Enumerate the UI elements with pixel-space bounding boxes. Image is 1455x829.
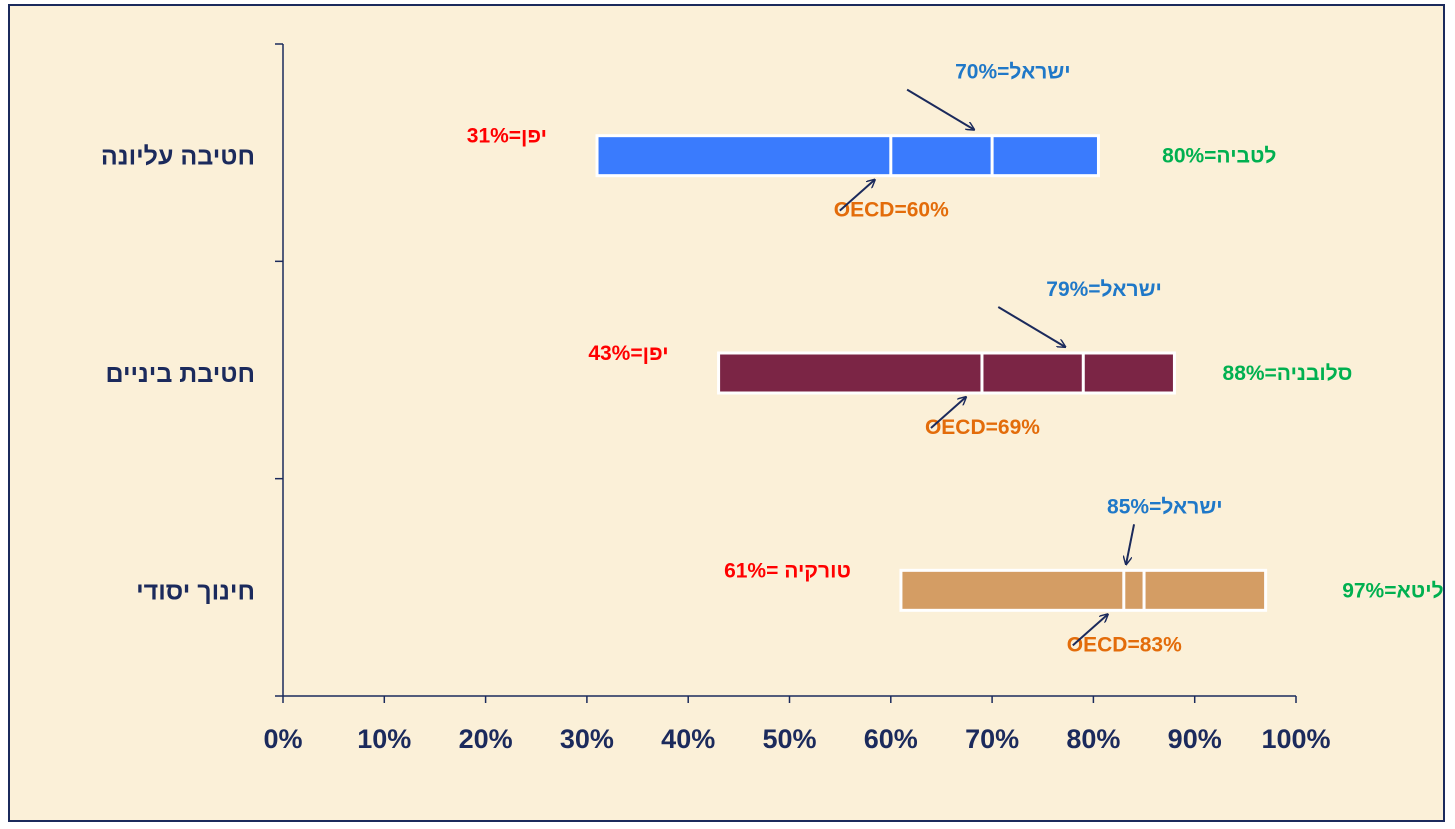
max-value-label: לטביה=80% — [1162, 145, 1276, 168]
category-label: חטיבה עליונה — [101, 143, 255, 171]
x-tick-label: 80% — [1066, 724, 1120, 754]
labels: חטיבה עליונה יפן=31% לטביה=80% ישראל=70% OEC… — [101, 61, 1444, 657]
oecd-arrow — [930, 397, 966, 429]
x-tick-label: 0% — [263, 724, 302, 754]
max-value-label: סלובניה=88% — [1223, 362, 1353, 385]
israel-arrow — [906, 88, 974, 130]
x-tick-label: 60% — [864, 724, 918, 754]
range-bar-chart: 0% 10% 20% 30% 40% 50% 60% 70% 80% 90% 100% חטיבה … — [101, 43, 1444, 754]
x-tick-label: 90% — [1168, 724, 1222, 754]
chart-frame: 0% 10% 20% 30% 40% 50% 60% 70% 80% 90% 100% חטיבה … — [8, 4, 1445, 822]
x-tick-label: 50% — [762, 724, 816, 754]
israel-arrow — [997, 306, 1065, 347]
israel-label: ישראל=85% — [1107, 495, 1223, 518]
axes: 0% 10% 20% 30% 40% 50% 60% 70% 80% 90% 100% — [263, 43, 1331, 754]
x-tick-label: 100% — [1261, 724, 1330, 754]
category-label: חינוך יסודי — [136, 577, 255, 605]
oecd-label: OECD=69% — [925, 416, 1040, 439]
oecd-label: OECD=83% — [1067, 633, 1182, 656]
category-label: חטיבת ביניים — [105, 360, 255, 388]
israel-label: ישראל=79% — [1046, 278, 1162, 301]
x-tick-label: 40% — [661, 724, 715, 754]
min-value-label: יפן=31% — [467, 125, 547, 148]
max-value-label: ליטא=97% — [1342, 579, 1443, 602]
x-tick-label: 70% — [965, 724, 1019, 754]
min-value-label: יפן=43% — [588, 342, 668, 365]
range-bar — [595, 134, 1100, 178]
oecd-arrow — [1072, 614, 1108, 647]
israel-arrow — [1126, 524, 1136, 564]
x-tick-label: 10% — [357, 724, 411, 754]
bars — [595, 134, 1268, 612]
x-tick-label: 30% — [560, 724, 614, 754]
range-bar — [717, 351, 1176, 395]
range-bar — [899, 568, 1268, 612]
min-value-label: טורקיה =61% — [724, 559, 851, 582]
israel-label: ישראל=70% — [955, 61, 1071, 84]
oecd-arrow — [839, 180, 875, 212]
x-tick-label: 20% — [459, 724, 513, 754]
oecd-label: OECD=60% — [834, 199, 949, 222]
